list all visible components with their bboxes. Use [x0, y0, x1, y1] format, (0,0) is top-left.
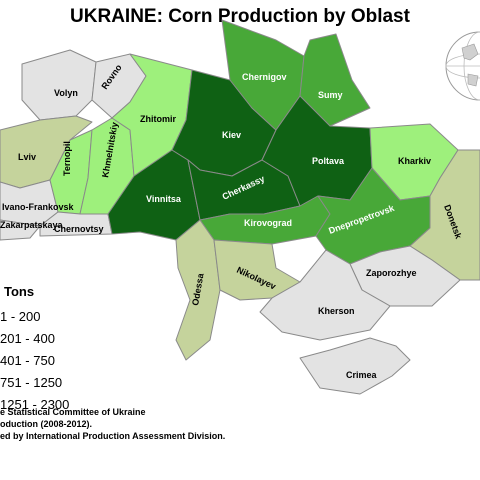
- oblast-label: Chernigov: [242, 72, 287, 82]
- oblast-label: Kharkiv: [398, 156, 431, 166]
- legend-label: 1 - 200: [0, 308, 41, 324]
- oblast-label: Poltava: [312, 156, 345, 166]
- globe-locator-icon: [445, 31, 480, 101]
- oblast-label: Ternopil: [62, 141, 72, 176]
- oblast-odessa: [175, 219, 221, 361]
- source-line: e Statistical Committee of Ukraine: [0, 407, 146, 417]
- oblast-label: Zaporozhye: [366, 268, 417, 278]
- oblast-donetsk: [409, 149, 480, 281]
- oblast-zakarpatskaya: [0, 219, 41, 241]
- legend-label: 1251 - 2300: [0, 396, 70, 412]
- oblast-label: Zhitomir: [140, 114, 176, 124]
- legend-item: 1 - 200: [0, 305, 140, 327]
- source-line: ed by International Production Assessmen…: [0, 431, 226, 441]
- map-title: UKRAINE: Corn Production by Oblast: [70, 6, 410, 27]
- legend-label: 751 - 1250: [0, 374, 63, 390]
- oblast-label: Zakarpatskaya: [0, 220, 64, 230]
- oblast-label: Chernovtsy: [54, 224, 104, 234]
- legend-item: 201 - 400: [0, 327, 140, 349]
- oblast-volyn: [21, 49, 97, 121]
- oblast-label: Kherson: [318, 306, 355, 316]
- oblast-crimea: [299, 337, 411, 395]
- oblast-label: Lviv: [18, 152, 36, 162]
- oblast-label: Ivano-Frankovsk: [2, 202, 75, 212]
- legend-item: 751 - 1250: [0, 371, 140, 393]
- oblast-label: Kirovograd: [244, 218, 292, 228]
- legend-title: Tons: [4, 284, 35, 299]
- legend-label: 401 - 750: [0, 352, 55, 368]
- oblast-label: Volyn: [54, 88, 78, 98]
- oblast-label: Vinnitsa: [146, 194, 182, 204]
- legend-item: 1251 - 2300: [0, 393, 140, 415]
- source-note: e Statistical Committee of Ukraine oduct…: [0, 406, 225, 442]
- source-line: oduction (2008-2012).: [0, 419, 93, 429]
- oblast-kherson: [259, 249, 391, 341]
- oblast-label: Sumy: [318, 90, 343, 100]
- oblast-label: Crimea: [346, 370, 378, 380]
- legend: Tons 1 - 200 201 - 400 401 - 750 751 - 1…: [0, 284, 140, 415]
- legend-item: 401 - 750: [0, 349, 140, 371]
- legend-label: 201 - 400: [0, 330, 55, 346]
- oblast-label: Kiev: [222, 130, 241, 140]
